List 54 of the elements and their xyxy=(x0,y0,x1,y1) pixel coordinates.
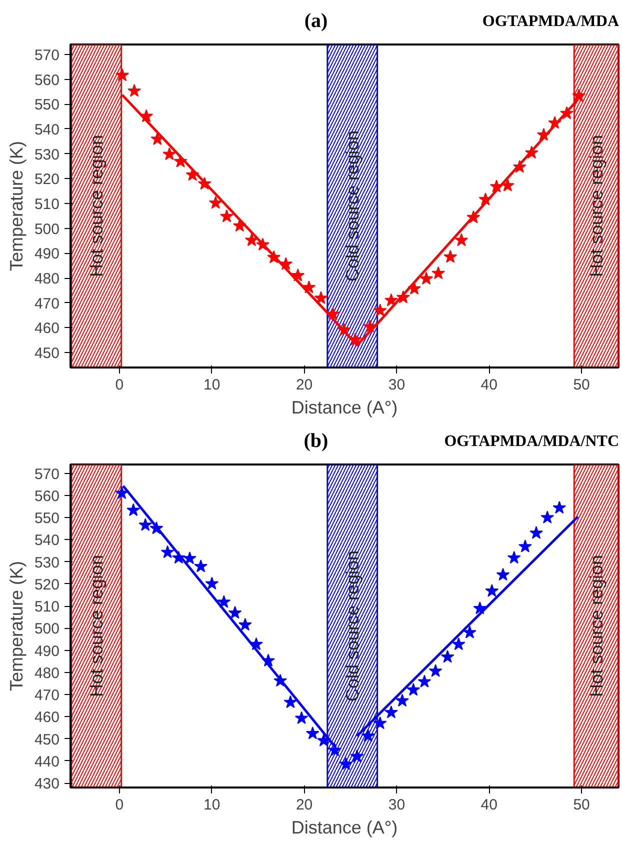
band-label: Cold source region xyxy=(342,550,362,702)
y-tick-label: 480 xyxy=(34,270,60,288)
x-tick-label: 10 xyxy=(204,376,220,394)
y-tick-label: 510 xyxy=(34,196,60,214)
x-tick-label: 20 xyxy=(296,376,313,394)
y-tick-label: 550 xyxy=(34,96,60,114)
x-tick-label: 50 xyxy=(573,796,590,814)
y-tick-label: 540 xyxy=(34,532,60,550)
chart-title: (b) xyxy=(304,430,328,452)
band-label: Hot source region xyxy=(86,134,106,278)
y-tick-label: 540 xyxy=(34,121,60,138)
y-tick-label: 440 xyxy=(34,753,60,770)
x-tick-label: 30 xyxy=(388,796,406,814)
band-label: Hot source region xyxy=(586,554,606,698)
y-tick-label: 570 xyxy=(34,466,60,483)
y-tick-label: 490 xyxy=(34,642,60,660)
y-tick-label: 550 xyxy=(34,510,60,528)
x-axis-title: Distance (A°) xyxy=(291,398,398,418)
x-tick-label: 0 xyxy=(115,376,124,394)
x-axis-title: Distance (A°) xyxy=(291,818,398,838)
band-label: Cold source region xyxy=(342,130,362,282)
y-tick-label: 560 xyxy=(34,72,60,89)
y-tick-label: 460 xyxy=(34,320,60,338)
x-tick-label: 40 xyxy=(480,376,498,394)
y-tick-label: 500 xyxy=(34,220,60,238)
y-tick-label: 450 xyxy=(34,731,60,748)
y-tick-label: 520 xyxy=(34,171,60,188)
chart-subtitle: OGTAPMDA/MDA xyxy=(482,12,619,32)
chart-subtitle: OGTAPMDA/MDA/NTC xyxy=(444,432,619,452)
y-tick-label: 470 xyxy=(34,687,60,704)
y-tick-label: 430 xyxy=(34,776,60,793)
y-tick-label: 450 xyxy=(34,345,60,362)
y-tick-label: 510 xyxy=(34,598,60,616)
y-tick-label: 460 xyxy=(34,709,60,726)
y-axis-title: Temperature (K) xyxy=(6,140,26,272)
x-tick-label: 0 xyxy=(115,796,124,814)
y-tick-label: 530 xyxy=(34,554,60,572)
y-tick-label: 480 xyxy=(34,664,60,682)
x-tick-label: 30 xyxy=(388,376,406,394)
y-axis-title: Temperature (K) xyxy=(6,560,26,692)
x-tick-label: 50 xyxy=(573,376,590,394)
x-tick-label: 20 xyxy=(296,796,313,814)
x-tick-label: 10 xyxy=(204,796,220,814)
band-label: Hot source region xyxy=(586,134,606,278)
x-tick-label: 40 xyxy=(480,796,498,814)
y-tick-label: 470 xyxy=(34,295,60,312)
band-label: Hot source region xyxy=(86,554,106,698)
y-tick-label: 560 xyxy=(34,488,60,505)
y-tick-label: 520 xyxy=(34,576,60,594)
y-tick-label: 490 xyxy=(34,246,60,263)
y-tick-label: 530 xyxy=(34,146,60,164)
chart-title: (a) xyxy=(304,10,328,32)
y-tick-label: 570 xyxy=(34,46,60,64)
y-tick-label: 500 xyxy=(34,620,60,638)
